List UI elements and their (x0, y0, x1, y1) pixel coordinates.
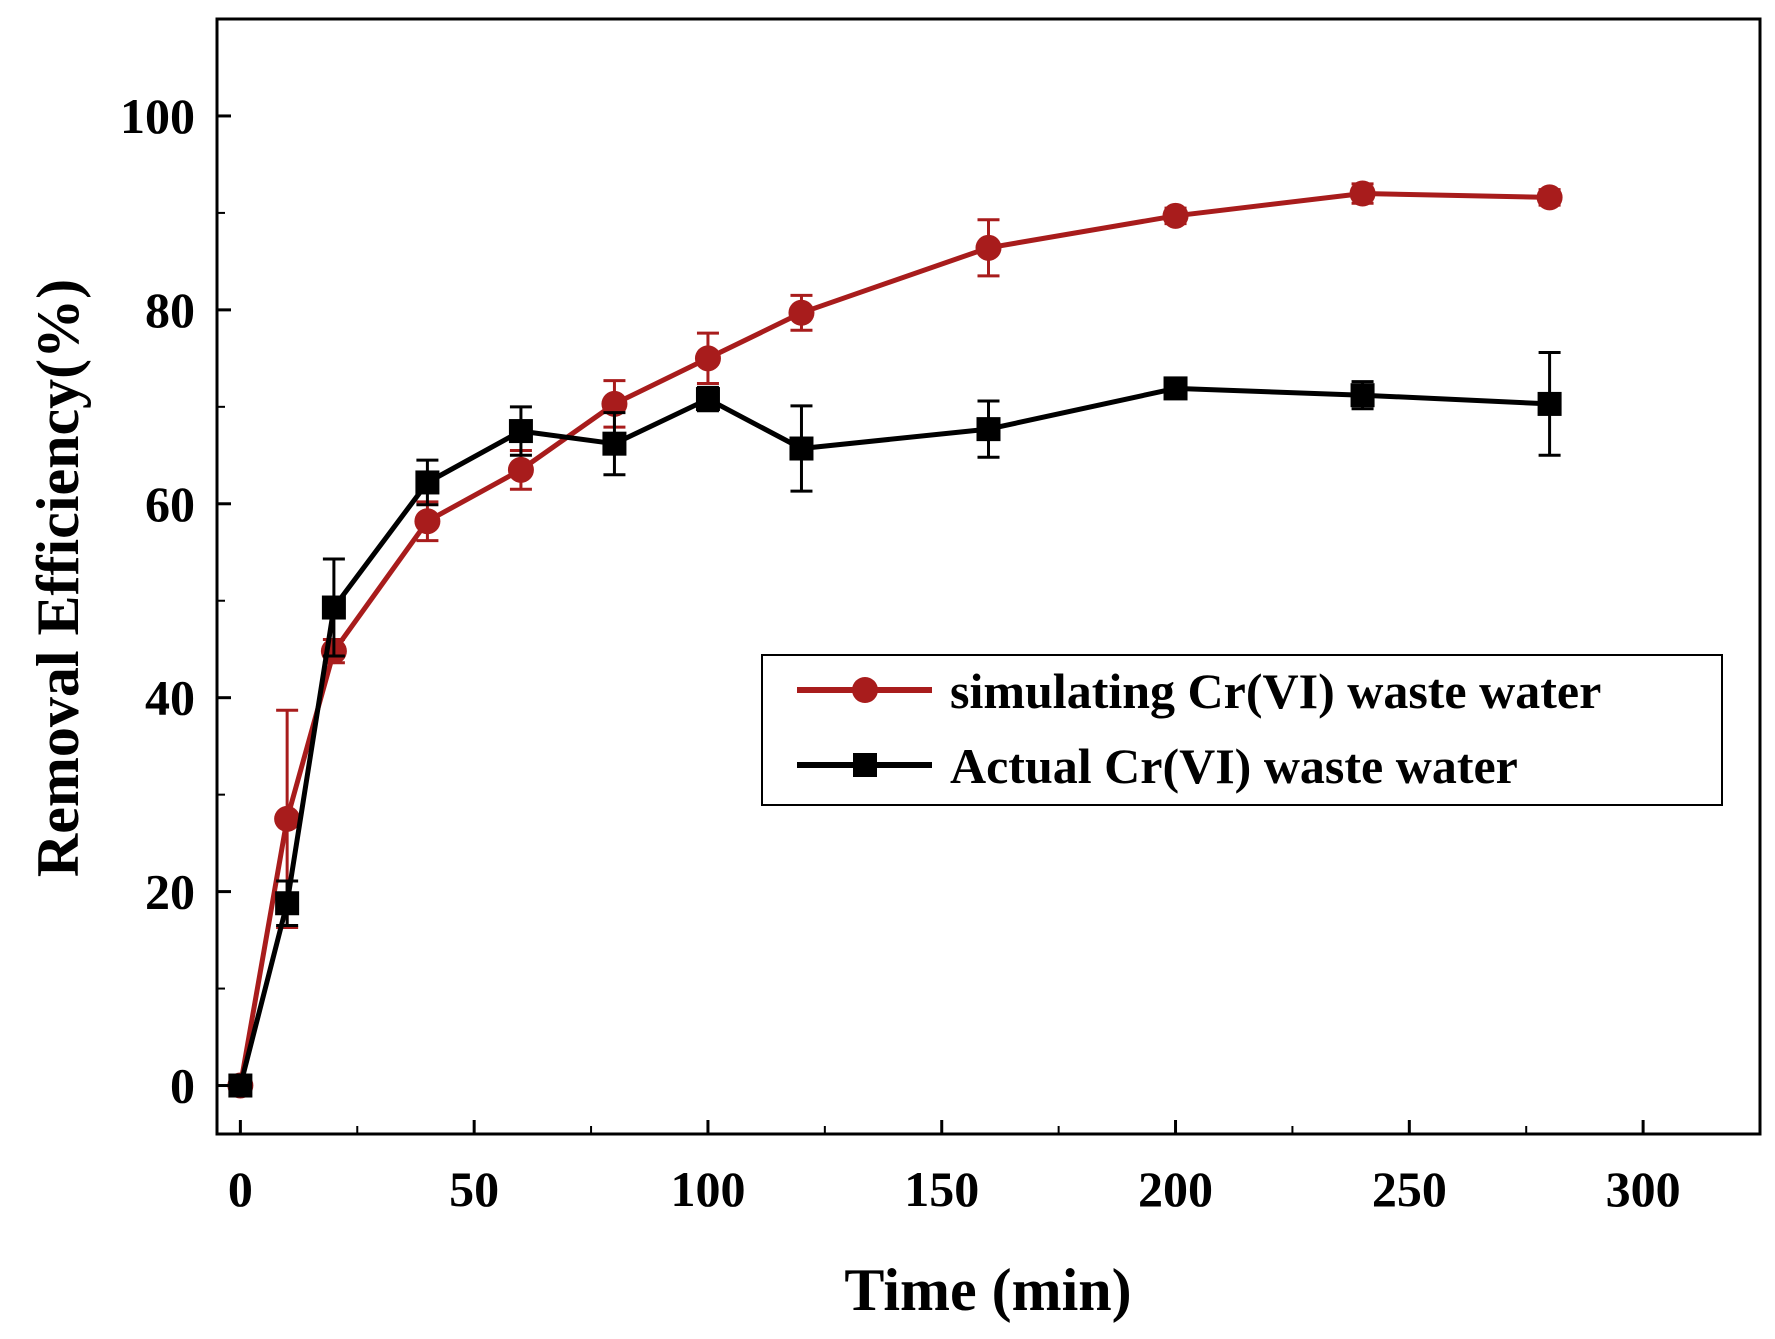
x-tick-label: 250 (1372, 1161, 1447, 1217)
x-tick-label: 200 (1138, 1161, 1213, 1217)
y-axis-label: Removal Efficiency(%) (25, 279, 91, 877)
y-tick-label: 20 (145, 864, 195, 920)
data-point-actual (1350, 383, 1375, 408)
data-point-actual (1163, 376, 1188, 401)
series-layer (227, 180, 1563, 1099)
x-tick-label: 100 (670, 1161, 745, 1217)
data-point-actual (1537, 391, 1562, 416)
data-point-actual (695, 387, 720, 412)
data-point-simulating (1162, 202, 1189, 229)
x-axis-label: Time (min) (844, 1257, 1131, 1323)
legend-box (761, 654, 1723, 806)
data-point-simulating (601, 390, 628, 417)
data-point-actual (415, 470, 440, 495)
data-point-simulating (414, 508, 441, 535)
y-tick-label: 0 (170, 1058, 195, 1114)
y-tick-label: 80 (145, 282, 195, 338)
data-point-simulating (975, 234, 1002, 261)
data-point-actual (508, 419, 533, 444)
data-point-actual (321, 595, 346, 620)
legend-label-simulating: simulating Cr(VI) waste water (950, 663, 1601, 719)
x-tick-label: 150 (904, 1161, 979, 1217)
y-tick-label: 60 (145, 476, 195, 532)
data-point-simulating (694, 345, 721, 372)
x-tick-label: 0 (228, 1161, 253, 1217)
data-point-simulating (1536, 184, 1563, 211)
series-line-actual (237, 385, 1550, 1087)
legend: simulating Cr(VI) waste water Actual Cr(… (761, 654, 1723, 806)
x-tick-label: 300 (1606, 1161, 1681, 1217)
data-point-actual (228, 1073, 253, 1098)
data-point-actual (976, 417, 1001, 442)
ticks-layer: 0 50 100 150 200 250 300 0 20 40 60 80 100 (120, 88, 1681, 1217)
legend-marker-simulating (852, 677, 878, 703)
legend-marker-actual (853, 753, 877, 777)
data-point-actual (789, 436, 814, 461)
data-point-simulating (274, 805, 301, 832)
series-line-simulating (237, 191, 1550, 1086)
y-tick-label: 40 (145, 670, 195, 726)
data-point-simulating (507, 456, 534, 483)
data-point-simulating (1349, 180, 1376, 207)
data-point-actual (275, 891, 300, 916)
plot-frame (215, 17, 1762, 1136)
y-tick-label: 100 (120, 88, 195, 144)
data-point-actual (602, 431, 627, 456)
data-point-simulating (788, 299, 815, 326)
series-actual (228, 351, 1562, 1098)
legend-label-actual: Actual Cr(VI) waste water (950, 738, 1518, 794)
x-tick-label: 50 (449, 1161, 499, 1217)
